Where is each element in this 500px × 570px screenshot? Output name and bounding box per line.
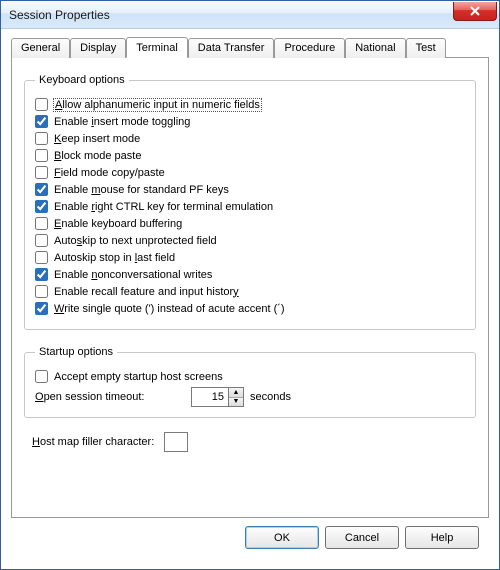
keyboard-option-label: Keep insert mode [54, 133, 140, 145]
help-button[interactable]: Help [405, 526, 479, 549]
keyboard-option-label: Block mode paste [54, 150, 141, 162]
keyboard-option-label: Enable recall feature and input history [54, 286, 239, 298]
keyboard-options-group: Keyboard options Allow alphanumeric inpu… [24, 74, 476, 330]
keyboard-option-checkbox[interactable] [35, 285, 48, 298]
startup-options-legend: Startup options [35, 346, 117, 358]
keyboard-option-row: Enable nonconversational writes [35, 268, 465, 281]
keyboard-option-label: Enable insert mode toggling [54, 116, 190, 128]
timeout-suffix: seconds [250, 391, 291, 403]
keyboard-option-checkbox[interactable] [35, 166, 48, 179]
keyboard-option-row: Field mode copy/paste [35, 166, 465, 179]
keyboard-option-checkbox[interactable] [35, 268, 48, 281]
timeout-row: Open session timeout: ▲ ▼ seconds [35, 387, 465, 407]
keyboard-option-label: Enable mouse for standard PF keys [54, 184, 229, 196]
startup-options-group: Startup options Accept empty startup hos… [24, 346, 476, 418]
dialog-buttons: OK Cancel Help [11, 518, 489, 559]
keyboard-option-label: Autoskip to next unprotected field [54, 235, 217, 247]
keyboard-option-checkbox[interactable] [35, 98, 48, 111]
keyboard-option-checkbox[interactable] [35, 183, 48, 196]
keyboard-option-row: Block mode paste [35, 149, 465, 162]
keyboard-option-label: Enable keyboard buffering [54, 218, 182, 230]
keyboard-option-checkbox[interactable] [35, 115, 48, 128]
keyboard-option-row: Enable mouse for standard PF keys [35, 183, 465, 196]
accept-empty-label: Accept empty startup host screens [54, 371, 223, 383]
timeout-label: Open session timeout: [35, 391, 185, 403]
dialog-window: Session Properties GeneralDisplayTermina… [0, 0, 500, 570]
close-button[interactable] [453, 2, 497, 21]
keyboard-option-checkbox[interactable] [35, 302, 48, 315]
tab-display[interactable]: Display [70, 38, 126, 58]
keyboard-option-checkbox[interactable] [35, 200, 48, 213]
timeout-input[interactable] [192, 388, 228, 406]
timeout-spinner: ▲ ▼ [191, 387, 244, 407]
spinner-arrows: ▲ ▼ [228, 388, 243, 406]
keyboard-option-row: Enable recall feature and input history [35, 285, 465, 298]
keyboard-option-row: Enable right CTRL key for terminal emula… [35, 200, 465, 213]
hostmap-row: Host map filler character: [32, 432, 476, 452]
keyboard-option-row: Enable insert mode toggling [35, 115, 465, 128]
tab-test[interactable]: Test [406, 38, 446, 58]
close-icon [469, 6, 481, 16]
tab-strip: GeneralDisplayTerminalData TransferProce… [11, 37, 489, 57]
keyboard-option-row: Keep insert mode [35, 132, 465, 145]
accept-empty-checkbox[interactable] [35, 370, 48, 383]
keyboard-option-label: Enable right CTRL key for terminal emula… [54, 201, 273, 213]
tab-procedure[interactable]: Procedure [274, 38, 345, 58]
keyboard-option-checkbox[interactable] [35, 217, 48, 230]
keyboard-option-row: Write single quote (') instead of acute … [35, 302, 465, 315]
keyboard-option-row: Autoskip stop in last field [35, 251, 465, 264]
keyboard-options-legend: Keyboard options [35, 74, 129, 86]
keyboard-option-label: Allow alphanumeric input in numeric fiel… [54, 99, 261, 111]
spinner-down[interactable]: ▼ [229, 398, 243, 407]
cancel-button[interactable]: Cancel [325, 526, 399, 549]
tab-terminal[interactable]: Terminal [126, 37, 188, 58]
hostmap-input[interactable] [164, 432, 188, 452]
keyboard-option-label: Autoskip stop in last field [54, 252, 175, 264]
keyboard-option-label: Write single quote (') instead of acute … [54, 303, 285, 315]
tab-data-transfer[interactable]: Data Transfer [188, 38, 275, 58]
keyboard-option-row: Enable keyboard buffering [35, 217, 465, 230]
titlebar: Session Properties [1, 1, 499, 29]
spinner-up[interactable]: ▲ [229, 388, 243, 398]
tab-national[interactable]: National [345, 38, 405, 58]
keyboard-option-label: Enable nonconversational writes [54, 269, 212, 281]
keyboard-option-label: Field mode copy/paste [54, 167, 165, 179]
keyboard-option-checkbox[interactable] [35, 234, 48, 247]
client-area: GeneralDisplayTerminalData TransferProce… [1, 29, 499, 569]
window-title: Session Properties [9, 8, 453, 22]
keyboard-option-checkbox[interactable] [35, 149, 48, 162]
keyboard-option-row: Autoskip to next unprotected field [35, 234, 465, 247]
tab-general[interactable]: General [11, 38, 70, 58]
accept-empty-row: Accept empty startup host screens [35, 370, 465, 383]
keyboard-option-row: Allow alphanumeric input in numeric fiel… [35, 98, 465, 111]
keyboard-option-checkbox[interactable] [35, 132, 48, 145]
tab-panel-terminal: Keyboard options Allow alphanumeric inpu… [11, 57, 489, 518]
ok-button[interactable]: OK [245, 526, 319, 549]
hostmap-label: Host map filler character: [32, 436, 154, 448]
keyboard-option-checkbox[interactable] [35, 251, 48, 264]
